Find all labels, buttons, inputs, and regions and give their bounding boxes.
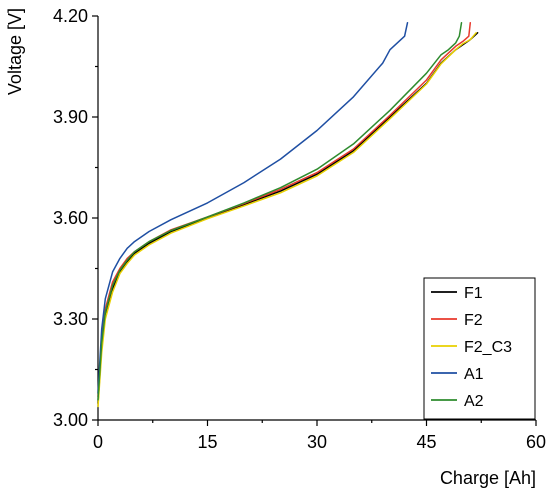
x-axis-label: Charge [Ah]: [440, 468, 536, 488]
y-tick-label: 3.30: [53, 309, 88, 329]
y-tick-label: 3.90: [53, 107, 88, 127]
series-line-f2: [97, 21, 472, 398]
series-line-f2-c3: [97, 32, 477, 408]
x-tick-label: 15: [197, 432, 217, 452]
legend: F1 F2 F2_C3 A1 A2: [423, 277, 536, 420]
y-axis-label: Voltage [V]: [5, 8, 25, 95]
legend-label: F2: [464, 312, 483, 329]
x-tick-label: 30: [307, 432, 327, 452]
legend-label: F2_C3: [464, 339, 512, 356]
y-tick-label: 3.60: [53, 208, 88, 228]
x-tick-label: 45: [416, 432, 436, 452]
y-tick-label: 4.20: [53, 6, 88, 26]
y-axis-ticks: 3.00 3.30 3.60 3.90 4.20: [53, 6, 98, 430]
x-tick-label: 60: [526, 432, 546, 452]
legend-label: A2: [464, 393, 484, 410]
legend-label: F1: [464, 285, 483, 302]
y-tick-label: 3.00: [53, 410, 88, 430]
plot-area: [97, 21, 479, 408]
x-tick-label: 0: [93, 432, 103, 452]
legend-box: [423, 277, 536, 420]
x-axis-ticks: 0 15 30 45 60: [93, 420, 546, 452]
series-line-a1: [97, 21, 409, 394]
legend-label: A1: [464, 366, 484, 383]
series-line-a2: [97, 21, 463, 401]
series-line-f1: [97, 32, 479, 404]
